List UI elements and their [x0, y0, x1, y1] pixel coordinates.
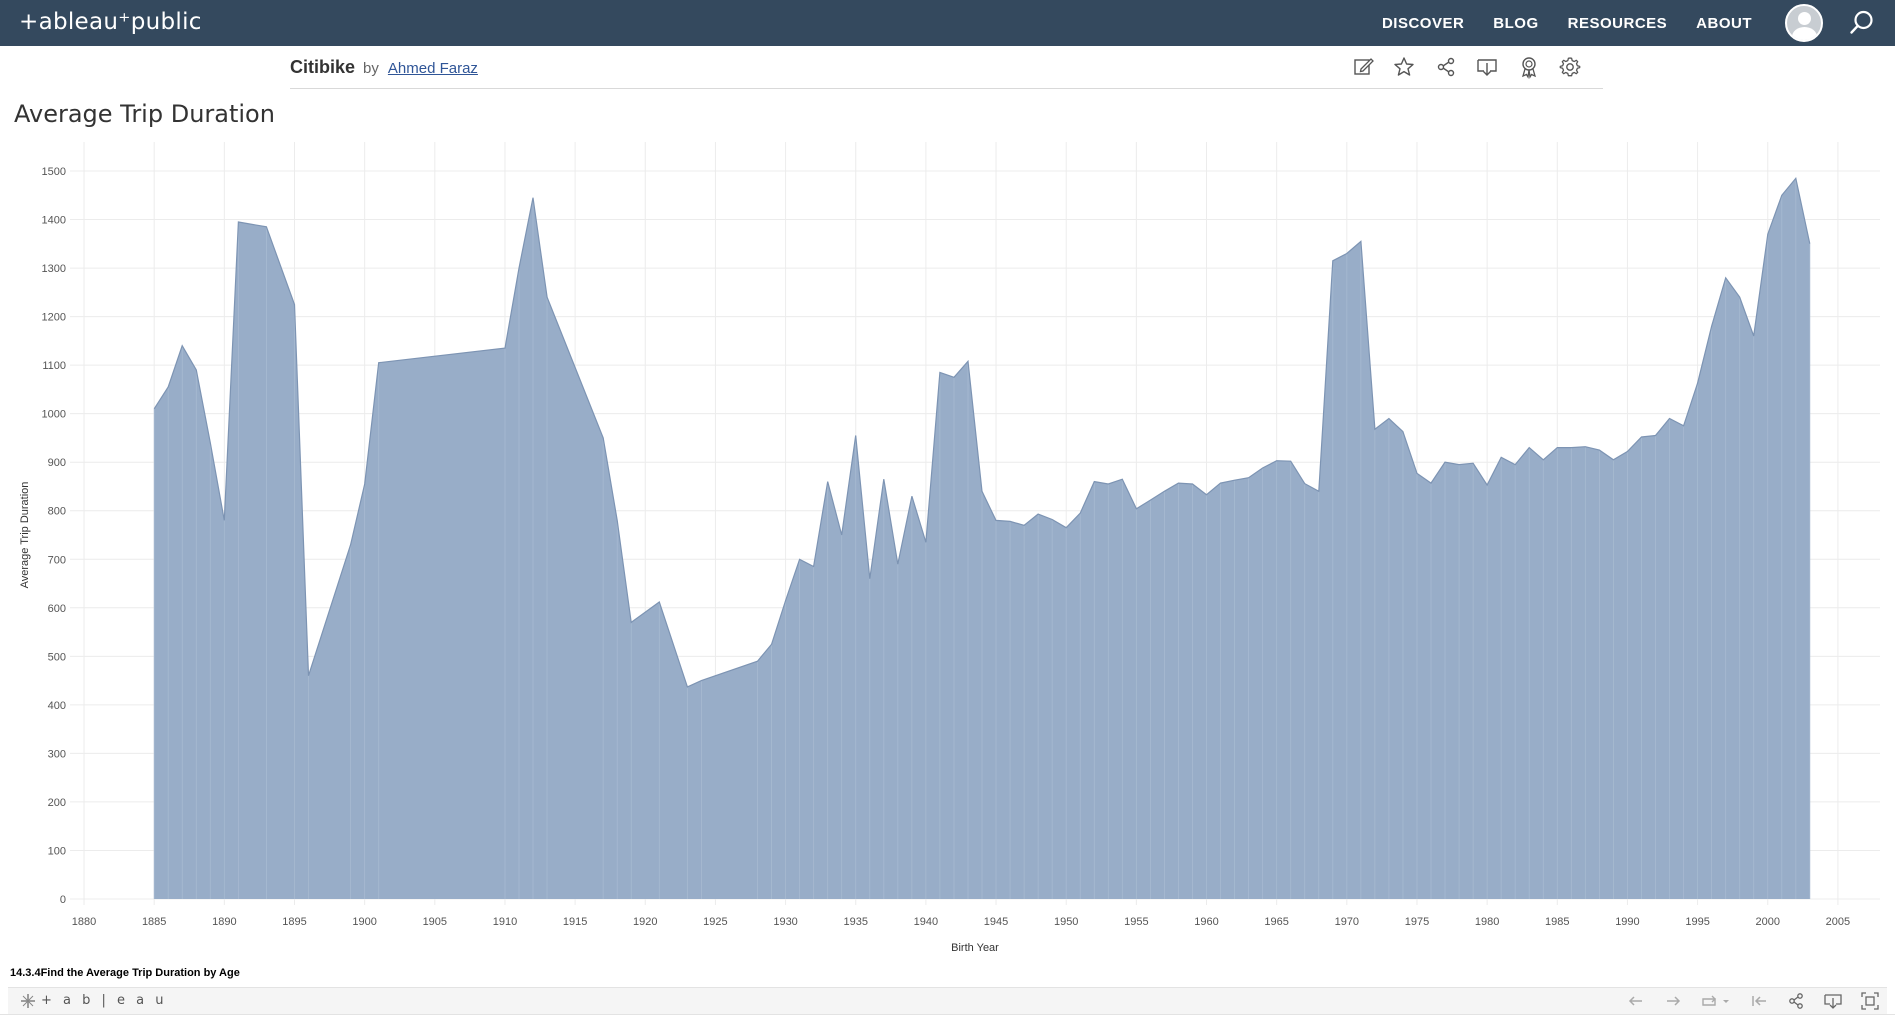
x-tick-label: 1980 — [1475, 916, 1499, 928]
y-tick-label: 500 — [48, 651, 66, 663]
y-tick-label: 0 — [60, 894, 66, 906]
y-tick-label: 1400 — [42, 215, 66, 227]
y-tick-label: 1200 — [42, 312, 66, 324]
reset-icon[interactable] — [1748, 990, 1770, 1012]
viz-toolbar — [1334, 54, 1583, 80]
chart-title: Average Trip Duration — [14, 100, 275, 128]
y-tick-label: 700 — [48, 554, 66, 566]
by-label: by — [363, 60, 379, 77]
nav-discover-link[interactable]: DISCOVER — [1381, 14, 1465, 32]
top-nav-bar: +ableau⁺public DISCOVER BLOG RESOURCES A… — [0, 0, 1895, 46]
viz-header: Citibike by Ahmed Faraz — [290, 48, 1603, 89]
axes: 0 100 200 300 400 500 600 700 800 900 1000 1100 1200… — [19, 166, 1850, 954]
tableau-public-logo[interactable]: +ableau⁺public — [19, 9, 202, 35]
x-tick-label: 1915 — [563, 916, 587, 928]
share-icon[interactable] — [1433, 54, 1459, 80]
area-series — [153, 176, 1811, 900]
y-tick-label: 300 — [48, 748, 66, 760]
x-tick-label: 1890 — [212, 916, 236, 928]
toolbar-controls — [1610, 990, 1881, 1012]
x-tick-label: 1940 — [914, 916, 938, 928]
x-tick-label: 1930 — [773, 916, 797, 928]
x-tick-label: 1995 — [1685, 916, 1709, 928]
edit-icon[interactable] — [1350, 54, 1376, 80]
x-tick-label: 1935 — [843, 916, 867, 928]
toolbar-share-icon[interactable] — [1785, 990, 1807, 1012]
x-tick-label: 1895 — [282, 916, 306, 928]
avatar-body-shape — [1792, 27, 1817, 40]
tableau-mark-icon — [21, 994, 35, 1008]
nav-resources-link[interactable]: RESOURCES — [1567, 14, 1668, 32]
x-tick-label: 1945 — [984, 916, 1008, 928]
x-tick-label: 1925 — [703, 916, 727, 928]
y-tick-label: 900 — [48, 457, 66, 469]
x-tick-label: 1905 — [423, 916, 447, 928]
y-tick-label: 800 — [48, 506, 66, 518]
x-tick-label: 2000 — [1756, 916, 1780, 928]
redo-arrow-icon[interactable] — [1662, 990, 1684, 1012]
x-axis-title: Birth Year — [951, 942, 999, 954]
y-tick-label: 1500 — [42, 166, 66, 178]
x-tick-label: 2005 — [1826, 916, 1850, 928]
avatar[interactable] — [1785, 4, 1823, 42]
footer-divider — [0, 1014, 1895, 1015]
revert-dropdown-icon[interactable] — [1699, 990, 1733, 1012]
viz-title: Citibike by Ahmed Faraz — [290, 57, 478, 78]
y-tick-label: 100 — [48, 845, 66, 857]
x-tick-label: 1985 — [1545, 916, 1569, 928]
x-tick-label: 1965 — [1264, 916, 1288, 928]
tableau-toolbar: + a b | e a u — [8, 987, 1887, 1014]
y-tick-label: 200 — [48, 797, 66, 809]
x-tick-label: 1955 — [1124, 916, 1148, 928]
toolbar-download-icon[interactable] — [1822, 990, 1844, 1012]
y-axis-title: Average Trip Duration — [19, 482, 31, 589]
sheet-caption: 14.3.4Find the Average Trip Duration by … — [10, 967, 240, 979]
fullscreen-icon[interactable] — [1859, 990, 1881, 1012]
nav-about-link[interactable]: ABOUT — [1696, 14, 1752, 32]
y-tick-label: 600 — [48, 603, 66, 615]
tableau-toolbar-logo: + a b | e a u — [41, 993, 167, 1008]
star-icon[interactable] — [1391, 54, 1417, 80]
nav-links: DISCOVER BLOG RESOURCES ABOUT — [1382, 0, 1895, 46]
workbook-name: Citibike — [290, 57, 356, 77]
x-tick-label: 1885 — [142, 916, 166, 928]
author-link[interactable]: Ahmed Faraz — [387, 60, 478, 77]
y-tick-label: 1000 — [42, 409, 66, 421]
avatar-head-shape — [1798, 12, 1811, 25]
nav-blog-link[interactable]: BLOG — [1493, 14, 1539, 32]
x-tick-label: 1910 — [493, 916, 517, 928]
area-line — [153, 176, 1811, 688]
x-tick-label: 1920 — [633, 916, 657, 928]
x-tick-label: 1970 — [1335, 916, 1359, 928]
y-tick-label: 1300 — [42, 263, 66, 275]
x-tick-label: 1975 — [1405, 916, 1429, 928]
area-chart: 0 100 200 300 400 500 600 700 800 900 1000 1100 1200… — [19, 142, 1880, 954]
settings-gear-icon[interactable] — [1557, 54, 1583, 80]
undo-arrow-icon[interactable] — [1625, 990, 1647, 1012]
y-tick-label: 1100 — [42, 360, 66, 372]
badge-icon[interactable] — [1516, 54, 1542, 80]
x-tick-label: 1880 — [72, 916, 96, 928]
y-tick-label: 400 — [48, 700, 66, 712]
download-icon[interactable] — [1474, 54, 1500, 80]
x-tick-label: 1990 — [1615, 916, 1639, 928]
search-icon[interactable] — [1847, 8, 1877, 38]
x-tick-label: 1950 — [1054, 916, 1078, 928]
x-tick-label: 1960 — [1194, 916, 1218, 928]
x-tick-label: 1900 — [352, 916, 376, 928]
